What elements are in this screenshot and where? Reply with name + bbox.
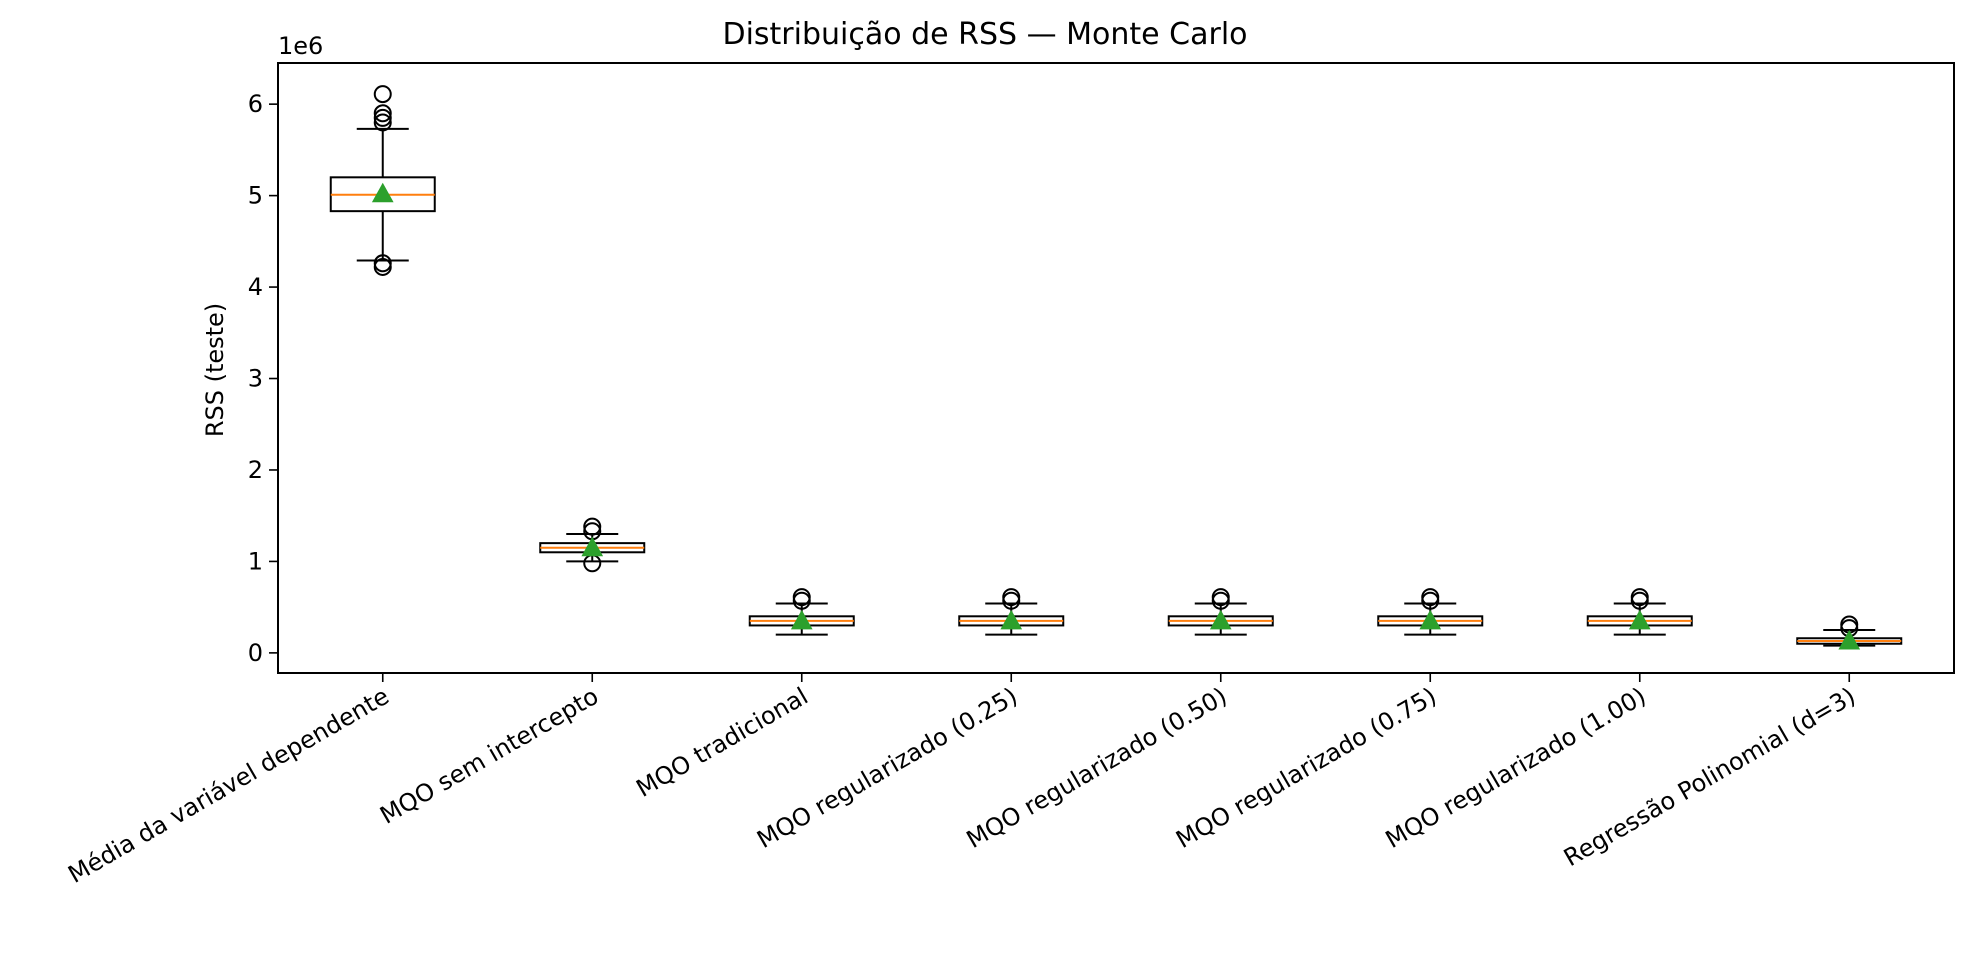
plot-area <box>329 85 1903 650</box>
y-tick-label: 5 <box>248 182 263 210</box>
y-tick-label: 1 <box>248 547 263 575</box>
box-group <box>1586 588 1693 636</box>
outlier-point <box>373 85 392 104</box>
outlier-point <box>583 517 602 536</box>
mean-marker <box>1000 609 1023 630</box>
y-tick-label: 6 <box>248 90 263 118</box>
outlier-point <box>373 113 392 132</box>
x-tick-label: MQO sem intercepto <box>375 682 603 830</box>
outlier-point <box>792 588 811 607</box>
mean-marker <box>1628 609 1651 630</box>
box-group <box>1796 615 1903 650</box>
outlier-point <box>1002 588 1021 607</box>
y-axis-label: RSS (teste) <box>201 303 229 437</box>
outlier-point <box>1211 588 1230 607</box>
y-axis: 0 1 2 3 4 5 6 <box>248 90 278 667</box>
box-group <box>958 588 1065 636</box>
box-group <box>1377 588 1484 636</box>
y-tick-label: 3 <box>248 365 263 393</box>
mean-marker <box>790 609 813 630</box>
y-axis-scale-label: 1e6 <box>278 32 323 60</box>
box-group <box>748 588 855 636</box>
chart-title: Distribuição de RSS — Monte Carlo <box>722 17 1247 52</box>
outlier-point <box>1630 588 1649 607</box>
mean-marker <box>581 536 604 557</box>
mean-marker <box>371 182 394 203</box>
x-tick-label: Média da variável dependente <box>63 682 393 889</box>
box-group <box>329 85 436 276</box>
plot-frame <box>277 62 1955 674</box>
outlier-point <box>373 254 392 273</box>
box-group <box>1167 588 1274 636</box>
box-group <box>539 517 646 573</box>
y-tick-label: 4 <box>248 273 263 301</box>
y-tick-label: 0 <box>248 639 263 667</box>
y-tick-label: 2 <box>248 456 263 484</box>
outlier-point <box>373 104 392 123</box>
mean-marker <box>1419 609 1442 630</box>
mean-marker <box>1838 629 1861 650</box>
x-tick-label: MQO tradicional <box>631 682 812 803</box>
mean-marker <box>1209 609 1232 630</box>
outlier-point <box>1421 588 1440 607</box>
outlier-point <box>373 108 392 127</box>
